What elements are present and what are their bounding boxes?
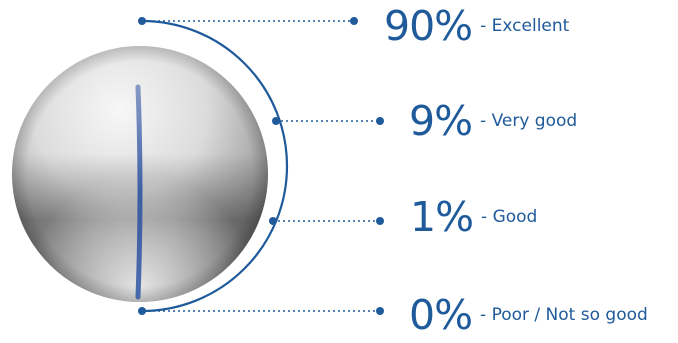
dot-very-good-start (272, 117, 280, 125)
rating-percent: 0% (409, 290, 473, 339)
dot-excellent-end (350, 17, 358, 25)
dot-poor-end (376, 307, 384, 315)
connector-dots (138, 17, 384, 315)
rating-label: - Very good (480, 110, 578, 131)
rating-percent: 9% (409, 96, 473, 145)
alignment-line (135, 84, 143, 300)
dot-poor-start (138, 307, 146, 315)
rating-label: - Excellent (480, 15, 570, 36)
dot-good-start (269, 217, 277, 225)
golf-ball-icon (12, 46, 268, 302)
connector-lines (143, 20, 380, 312)
dot-very-good-end (376, 117, 384, 125)
rating-label: - Good (481, 206, 538, 227)
dot-excellent-start (138, 17, 146, 25)
rating-very-good: 9% - Very good (409, 93, 577, 149)
rating-percent: 1% (410, 192, 474, 241)
golf-ball-graphic (12, 17, 384, 315)
rating-percent: 90% (384, 1, 473, 50)
rating-good: 1% - Good (410, 189, 537, 245)
rating-excellent: 90% - Excellent (384, 0, 569, 54)
dot-good-end (376, 217, 384, 225)
rating-poor: 0% - Poor / Not so good (409, 287, 648, 343)
rating-arc (141, 19, 289, 313)
rating-label: - Poor / Not so good (480, 304, 648, 325)
